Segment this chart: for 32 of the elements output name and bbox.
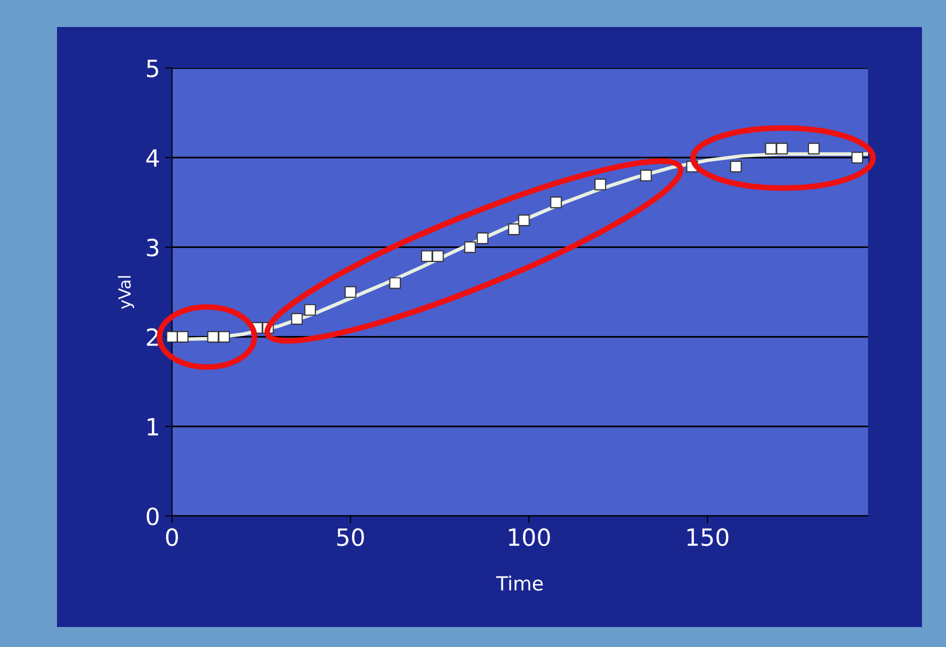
point [518, 214, 530, 226]
point [291, 313, 303, 325]
point [476, 232, 488, 244]
point [421, 250, 433, 262]
point [176, 330, 189, 343]
point [640, 170, 652, 182]
y-tick-label: 0 [146, 507, 159, 526]
x-tick-label: 150 [687, 528, 728, 546]
point [304, 304, 316, 316]
point [851, 152, 864, 164]
x-tick-label: 50 [337, 528, 364, 546]
point [464, 241, 476, 254]
point [218, 330, 230, 343]
point [730, 160, 742, 172]
y-tick-label: 4 [146, 149, 159, 167]
y-tick-label: 3 [146, 238, 158, 257]
point [808, 142, 820, 154]
x-tick-label: 100 [508, 528, 550, 546]
point [207, 330, 219, 343]
point [765, 142, 777, 154]
point [389, 277, 401, 289]
point [344, 286, 356, 298]
point [594, 178, 606, 190]
y-tick-label: 1 [148, 418, 158, 436]
point [432, 250, 444, 262]
point [550, 196, 562, 208]
point [508, 223, 520, 236]
point [776, 142, 788, 154]
y-tick-label: 5 [146, 60, 158, 78]
x-tick-label: 0 [166, 528, 178, 546]
x-axis-title: Time [496, 576, 543, 591]
y-axis-title: yVal [118, 276, 134, 309]
